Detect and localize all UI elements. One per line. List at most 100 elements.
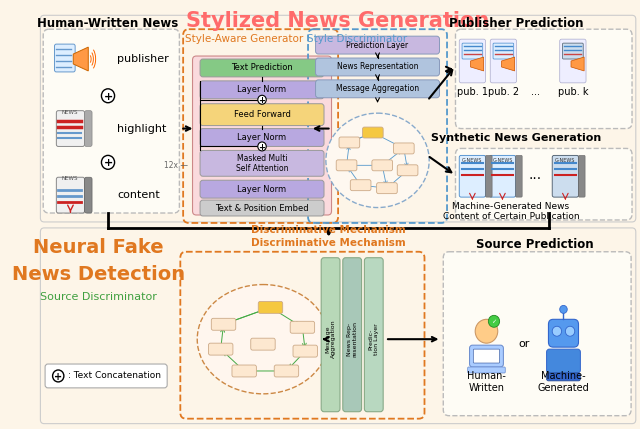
FancyBboxPatch shape (293, 345, 317, 357)
FancyBboxPatch shape (468, 367, 505, 373)
Text: Human-
Written: Human- Written (467, 371, 506, 393)
FancyBboxPatch shape (474, 349, 500, 363)
FancyBboxPatch shape (547, 349, 580, 373)
Text: NEWS: NEWS (62, 176, 79, 181)
Text: Message Aggregation: Message Aggregation (336, 85, 419, 94)
Text: : Text Concatenation: : Text Concatenation (68, 372, 161, 381)
Text: Prediction Layer: Prediction Layer (346, 41, 408, 50)
FancyBboxPatch shape (362, 127, 383, 138)
FancyBboxPatch shape (376, 183, 397, 193)
Text: Text Prediction: Text Prediction (231, 63, 293, 73)
FancyBboxPatch shape (456, 29, 632, 129)
Text: +: + (259, 143, 266, 152)
Text: +: + (54, 372, 62, 382)
FancyBboxPatch shape (209, 343, 233, 355)
Text: pub. k: pub. k (557, 87, 588, 97)
Text: +: + (104, 92, 113, 102)
FancyBboxPatch shape (200, 104, 324, 126)
Ellipse shape (326, 113, 429, 208)
Text: News Rep-
resentation: News Rep- resentation (347, 321, 358, 357)
FancyBboxPatch shape (470, 345, 504, 367)
Text: ...: ... (529, 168, 542, 182)
Text: +: + (259, 96, 266, 105)
Text: Machine-Generated News: Machine-Generated News (452, 202, 570, 211)
Text: Machine-
Generated: Machine- Generated (538, 371, 589, 393)
Text: ✓: ✓ (492, 319, 497, 324)
Circle shape (258, 95, 266, 104)
Polygon shape (571, 57, 584, 71)
FancyBboxPatch shape (44, 29, 179, 213)
FancyBboxPatch shape (490, 155, 516, 197)
FancyBboxPatch shape (462, 43, 483, 59)
FancyBboxPatch shape (547, 373, 580, 381)
FancyBboxPatch shape (251, 338, 275, 350)
FancyBboxPatch shape (54, 44, 75, 72)
FancyBboxPatch shape (45, 364, 167, 388)
Circle shape (488, 315, 500, 327)
FancyBboxPatch shape (490, 39, 516, 83)
Text: Source Prediction: Source Prediction (477, 238, 594, 251)
FancyBboxPatch shape (444, 252, 631, 416)
Text: Layer Norm: Layer Norm (237, 85, 287, 94)
FancyBboxPatch shape (200, 81, 324, 99)
Text: Message
Aggregation: Message Aggregation (325, 320, 336, 359)
Text: ...: ... (531, 87, 540, 97)
Text: Layer Norm: Layer Norm (237, 133, 287, 142)
FancyBboxPatch shape (493, 43, 514, 59)
FancyBboxPatch shape (460, 39, 486, 83)
Circle shape (565, 326, 575, 336)
Text: NEWS: NEWS (62, 110, 79, 115)
FancyBboxPatch shape (456, 148, 632, 220)
FancyBboxPatch shape (372, 160, 392, 171)
FancyBboxPatch shape (56, 111, 84, 146)
Polygon shape (502, 57, 515, 71)
Text: Neural Fake: Neural Fake (33, 238, 164, 257)
Text: Publisher Prediction: Publisher Prediction (449, 17, 584, 30)
Text: +: + (104, 158, 113, 168)
FancyBboxPatch shape (232, 365, 257, 377)
FancyBboxPatch shape (290, 321, 315, 333)
FancyBboxPatch shape (350, 180, 371, 190)
FancyBboxPatch shape (343, 258, 362, 412)
Text: Synthetic News Generation: Synthetic News Generation (431, 133, 602, 142)
FancyBboxPatch shape (560, 39, 586, 83)
Circle shape (101, 155, 115, 169)
FancyBboxPatch shape (200, 129, 324, 146)
FancyBboxPatch shape (40, 228, 636, 423)
Text: highlight: highlight (117, 124, 167, 133)
FancyBboxPatch shape (321, 258, 340, 412)
FancyBboxPatch shape (316, 80, 440, 98)
FancyBboxPatch shape (563, 43, 583, 59)
Text: Feed Forward: Feed Forward (234, 110, 291, 119)
Text: News Detection: News Detection (12, 265, 185, 284)
Text: content: content (117, 190, 160, 200)
Text: Source Discriminator: Source Discriminator (40, 293, 157, 302)
FancyBboxPatch shape (84, 111, 92, 146)
Text: 12x —: 12x — (164, 161, 188, 170)
Text: G-NEWS: G-NEWS (492, 158, 513, 163)
Text: Content of Certain Publication: Content of Certain Publication (443, 212, 579, 221)
FancyBboxPatch shape (486, 155, 492, 197)
Text: pub. 2: pub. 2 (488, 87, 519, 97)
FancyBboxPatch shape (211, 318, 236, 330)
Text: publisher: publisher (117, 54, 169, 64)
Text: pub. 1: pub. 1 (457, 87, 488, 97)
FancyBboxPatch shape (200, 180, 324, 198)
FancyBboxPatch shape (200, 151, 324, 176)
Text: News Representation: News Representation (337, 63, 419, 72)
FancyBboxPatch shape (397, 165, 418, 176)
Circle shape (476, 319, 498, 343)
FancyBboxPatch shape (56, 177, 84, 213)
FancyBboxPatch shape (316, 58, 440, 76)
FancyBboxPatch shape (259, 302, 283, 313)
FancyBboxPatch shape (316, 36, 440, 54)
FancyBboxPatch shape (200, 59, 324, 77)
Text: Discriminative Mechanism: Discriminative Mechanism (252, 225, 406, 235)
FancyBboxPatch shape (84, 177, 92, 213)
Text: Style-Aware Generator: Style-Aware Generator (185, 34, 303, 44)
FancyBboxPatch shape (579, 155, 585, 197)
FancyBboxPatch shape (336, 160, 357, 171)
Text: Predic-
tion Layer: Predic- tion Layer (369, 323, 379, 355)
FancyBboxPatch shape (552, 155, 579, 197)
Text: Style Discriminator: Style Discriminator (307, 34, 407, 44)
